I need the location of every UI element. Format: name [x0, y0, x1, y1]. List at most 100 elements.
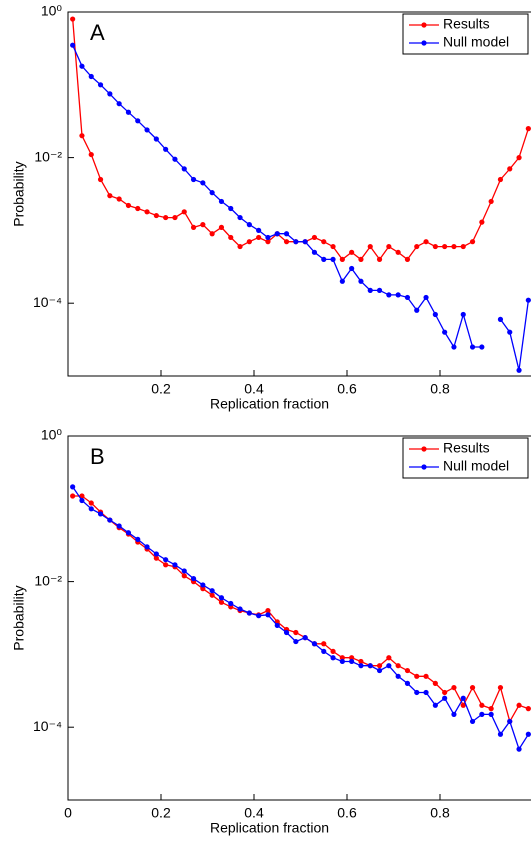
- data-point: [414, 307, 420, 313]
- data-point: [79, 493, 85, 499]
- data-point: [395, 292, 401, 298]
- data-point: [358, 663, 364, 669]
- data-point: [88, 73, 94, 80]
- series-line: [72, 495, 529, 724]
- data-point: [79, 133, 85, 139]
- data-point: [339, 658, 345, 665]
- data-point: [349, 658, 355, 665]
- data-point: [79, 63, 85, 69]
- data-point: [246, 239, 252, 245]
- data-point: [70, 42, 76, 48]
- legend-box: [402, 13, 529, 55]
- data-point: [209, 231, 215, 237]
- data-point: [339, 256, 345, 262]
- data-point: [218, 224, 225, 230]
- data-point: [339, 655, 345, 661]
- data-point: [423, 673, 429, 679]
- data-point: [432, 680, 438, 686]
- data-point: [358, 256, 364, 262]
- data-point: [432, 702, 438, 708]
- data-point: [497, 316, 504, 322]
- y-tick-label: 10⁻²: [34, 148, 62, 164]
- data-point: [311, 249, 318, 255]
- data-point: [107, 193, 113, 199]
- data-point: [181, 573, 187, 579]
- x-tick-label: 0.2: [151, 381, 171, 397]
- data-point: [460, 311, 466, 318]
- data-point: [181, 209, 187, 215]
- legend-marker: [421, 464, 427, 470]
- data-point: [423, 239, 429, 245]
- data-point: [135, 118, 141, 124]
- data-point: [246, 222, 252, 228]
- data-point: [386, 243, 392, 250]
- data-point: [209, 190, 215, 196]
- data-point: [135, 205, 141, 212]
- data-point: [330, 655, 336, 661]
- data-point: [367, 287, 373, 293]
- data-point: [163, 557, 169, 563]
- data-point: [125, 109, 132, 115]
- data-point: [144, 209, 150, 215]
- data-point: [321, 239, 327, 245]
- data-point: [414, 689, 420, 696]
- data-point: [190, 224, 197, 230]
- data-point: [97, 176, 104, 183]
- data-point: [330, 648, 336, 654]
- data-point: [497, 684, 504, 691]
- data-point: [116, 101, 122, 107]
- data-point: [367, 663, 373, 669]
- data-point: [432, 243, 438, 250]
- data-point: [293, 638, 299, 645]
- data-point: [153, 551, 159, 557]
- data-point: [302, 239, 308, 245]
- data-point: [525, 297, 531, 303]
- data-point: [163, 562, 169, 568]
- x-tick-label: 0.8: [430, 381, 450, 397]
- data-point: [265, 612, 271, 618]
- data-point: [479, 219, 485, 225]
- plot-frame: [67, 11, 531, 377]
- data-point: [200, 180, 206, 186]
- data-point: [163, 214, 169, 221]
- data-point: [404, 667, 411, 674]
- panel-letter: A: [90, 20, 105, 45]
- data-point: [97, 511, 104, 517]
- data-point: [423, 294, 429, 301]
- data-point: [497, 176, 504, 183]
- data-point: [349, 655, 355, 661]
- data-point: [218, 599, 225, 605]
- data-point: [376, 667, 383, 674]
- data-point: [469, 718, 476, 725]
- y-tick-label: 10⁻⁴: [33, 718, 62, 734]
- data-point: [442, 329, 448, 335]
- data-point: [125, 530, 132, 536]
- data-point: [153, 555, 159, 561]
- data-point: [70, 16, 76, 22]
- x-tick-label: 0.6: [337, 381, 357, 397]
- data-point: [256, 227, 262, 233]
- data-point: [432, 311, 438, 318]
- panel: 10⁰ 10⁻² 10⁻⁴ 0.2 0.4 0.6 0.8 Replication fract…: [11, 3, 531, 412]
- data-point: [451, 711, 457, 717]
- data-point: [153, 212, 159, 219]
- data-point: [70, 493, 76, 499]
- legend-box: [402, 437, 529, 479]
- legend-marker: [421, 40, 427, 46]
- data-point: [172, 562, 178, 568]
- data-point: [479, 344, 485, 350]
- y-axis-label: Probability: [11, 161, 27, 226]
- data-point: [200, 222, 206, 228]
- y-tick-label: 10⁻⁴: [33, 294, 62, 310]
- data-point: [237, 243, 243, 250]
- data-point: [107, 517, 113, 523]
- data-point: [460, 702, 466, 708]
- data-point: [246, 610, 252, 616]
- panel-letter: B: [90, 444, 105, 469]
- data-point: [349, 249, 355, 255]
- data-point: [404, 294, 411, 301]
- data-point: [88, 500, 94, 506]
- data-point: [237, 214, 243, 221]
- data-point: [497, 731, 504, 737]
- data-point: [228, 234, 234, 241]
